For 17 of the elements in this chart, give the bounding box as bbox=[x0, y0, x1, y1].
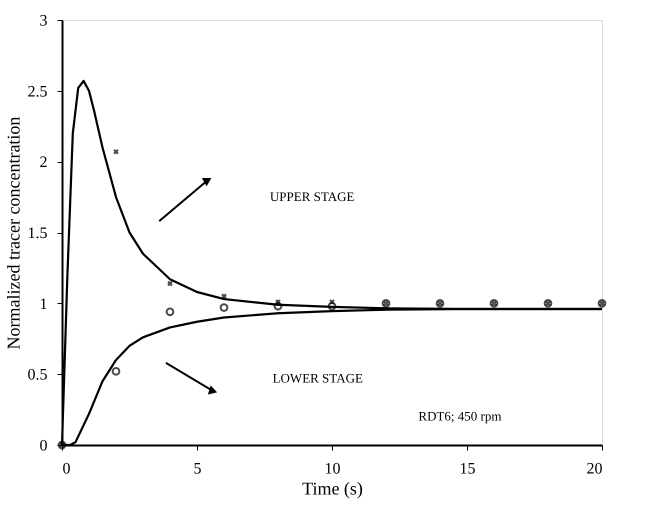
y-tick-label: 0.5 bbox=[28, 366, 48, 384]
y-tick-label: 1.5 bbox=[28, 225, 48, 242]
x-tick-label: 0 bbox=[62, 460, 70, 478]
x-tick-label: 20 bbox=[586, 460, 602, 478]
x-tick-label: 15 bbox=[460, 460, 476, 478]
y-tick-label: 2.5 bbox=[28, 83, 48, 100]
annotation: LOWER STAGE bbox=[272, 370, 363, 386]
annotation: UPPER STAGE bbox=[270, 189, 355, 204]
x-tick-label: 10 bbox=[324, 460, 340, 478]
y-tick-label: 1 bbox=[40, 296, 48, 313]
x-axis-title: Time (s) bbox=[302, 478, 363, 498]
y-tick-label: 2 bbox=[40, 154, 48, 172]
x-tick-label: 5 bbox=[194, 460, 202, 478]
y-axis-title: Normalized tracer concentration bbox=[4, 116, 24, 350]
annotation: RDT6; 450 rpm bbox=[418, 408, 502, 424]
y-tick-label: 3 bbox=[40, 12, 48, 30]
y-tick-label: 0 bbox=[40, 438, 48, 454]
